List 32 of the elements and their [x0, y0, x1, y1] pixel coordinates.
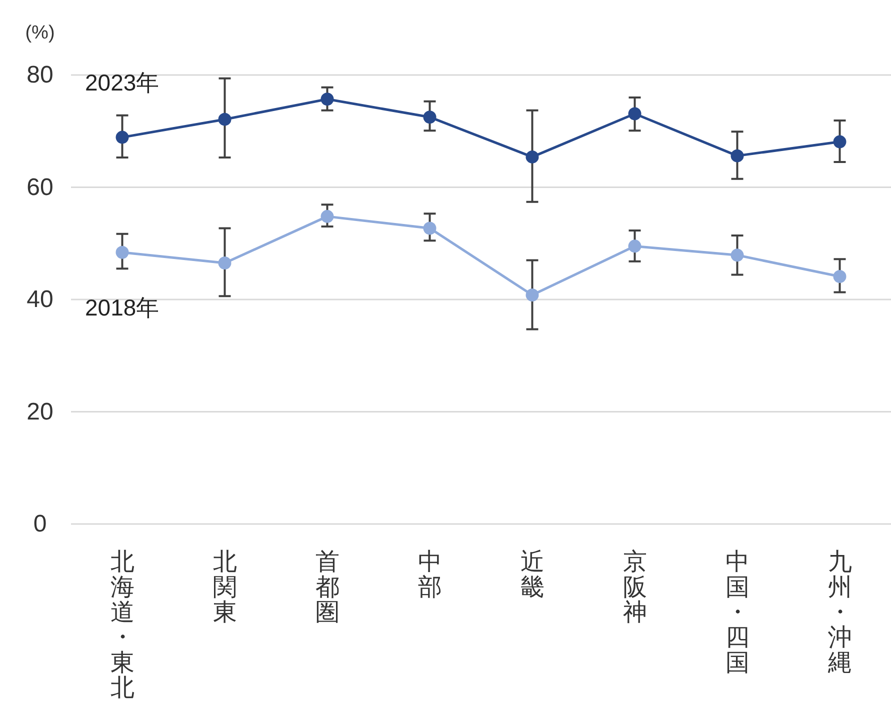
- point: [833, 270, 846, 283]
- point: [116, 246, 129, 259]
- y-tick-label: 20: [26, 398, 54, 426]
- series-label: 2018年: [85, 294, 160, 320]
- y-tick-label: 80: [26, 62, 54, 88]
- point: [320, 92, 334, 106]
- x-tick-label: 中国・四国: [725, 548, 750, 676]
- point: [526, 288, 539, 302]
- point: [423, 222, 436, 235]
- point: [320, 210, 334, 223]
- point: [628, 107, 642, 120]
- point: [218, 256, 232, 270]
- point: [730, 248, 744, 262]
- x-tick-label: 中部: [418, 548, 442, 601]
- point: [628, 240, 642, 253]
- y-tick-label: 40: [26, 286, 54, 313]
- x-tick-label: 北海道・東北: [110, 548, 134, 702]
- y-tick-label: 0: [33, 510, 47, 538]
- x-tick-label: 近畿: [520, 548, 544, 601]
- x-tick-label: 京阪神: [622, 548, 647, 626]
- point: [730, 149, 744, 162]
- point: [218, 112, 232, 126]
- x-tick-label: 九州・沖縄: [826, 548, 852, 676]
- x-tick-label: 首都圏: [315, 548, 340, 626]
- point: [423, 110, 436, 124]
- point: [833, 135, 846, 148]
- series-label: 2023年: [85, 69, 160, 96]
- y-tick-label: 60: [26, 174, 54, 201]
- y-axis-title: (%): [25, 22, 55, 44]
- point: [116, 130, 129, 144]
- point: [526, 150, 539, 164]
- x-tick-label: 北関東: [212, 548, 237, 626]
